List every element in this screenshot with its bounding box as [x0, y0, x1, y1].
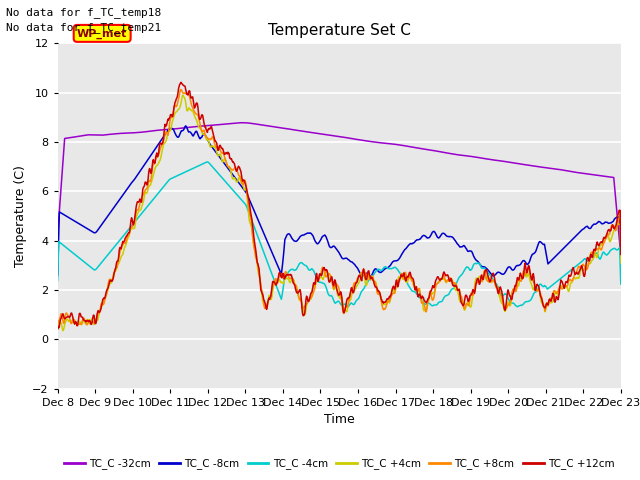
Text: No data for f_TC_temp21: No data for f_TC_temp21	[6, 22, 162, 33]
Text: No data for f_TC_temp18: No data for f_TC_temp18	[6, 7, 162, 18]
Text: WP_met: WP_met	[77, 28, 127, 38]
Title: Temperature Set C: Temperature Set C	[268, 23, 411, 38]
X-axis label: Time: Time	[324, 413, 355, 426]
Y-axis label: Temperature (C): Temperature (C)	[13, 165, 26, 267]
Legend: TC_C -32cm, TC_C -8cm, TC_C -4cm, TC_C +4cm, TC_C +8cm, TC_C +12cm: TC_C -32cm, TC_C -8cm, TC_C -4cm, TC_C +…	[60, 454, 618, 473]
